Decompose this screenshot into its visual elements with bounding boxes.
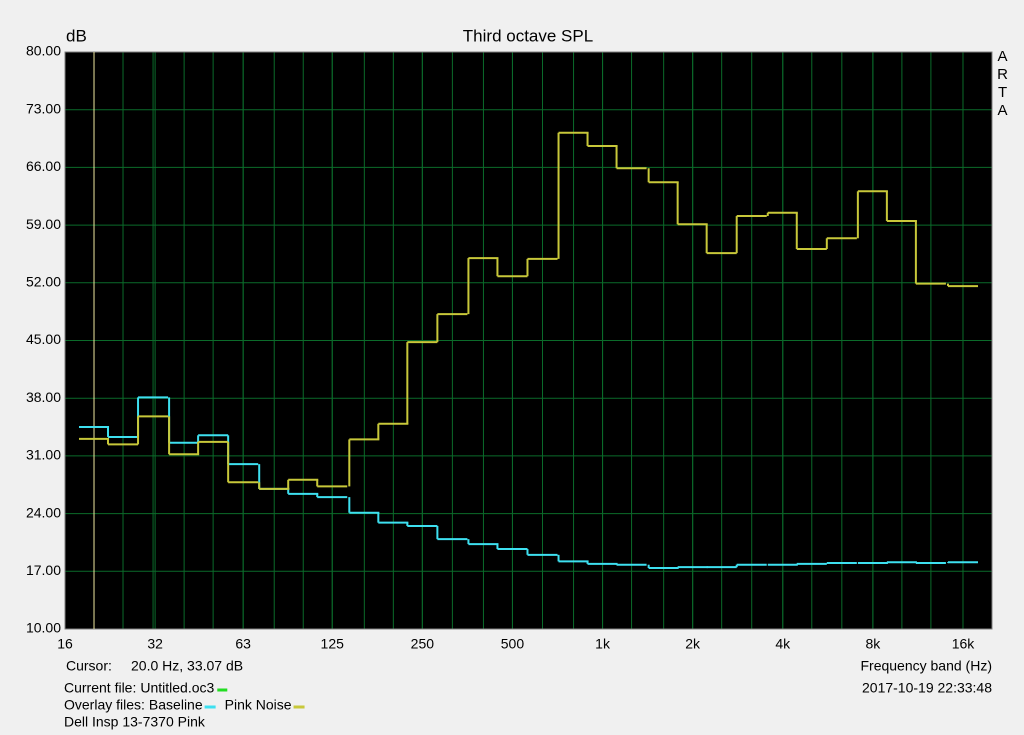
y-tick-label: 59.00	[26, 216, 61, 232]
y-tick-label: 73.00	[26, 100, 61, 116]
y-unit: dB	[66, 26, 87, 45]
chart-title: Third octave SPL	[463, 26, 593, 45]
plot-frame	[64, 51, 993, 630]
cursor-readout: 20.0 Hz, 33.07 dB	[131, 658, 243, 674]
y-tick-label: 17.00	[26, 562, 61, 578]
y-tick-label: 10.00	[26, 620, 61, 636]
watermark: ARTA	[994, 48, 1011, 120]
current-file-name: Untitled.oc3	[140, 680, 214, 696]
y-tick-label: 52.00	[26, 274, 61, 290]
overlay-label: Overlay files:	[64, 697, 145, 713]
legend-label: Baseline	[149, 697, 203, 713]
y-tick-label: 45.00	[26, 331, 61, 347]
x-tick-label: 32	[147, 636, 163, 652]
cursor-label: Cursor:	[66, 658, 112, 674]
legend-label: Pink Noise	[225, 697, 292, 713]
x-tick-label: 63	[235, 636, 251, 652]
timestamp: 2017-10-19 22:33:48	[862, 680, 992, 696]
y-tick-label: 24.00	[26, 504, 61, 520]
x-axis-label: Frequency band (Hz)	[860, 658, 992, 674]
x-tick-label: 16k	[952, 636, 976, 652]
y-tick-label: 38.00	[26, 389, 61, 405]
x-tick-label: 1k	[595, 636, 611, 652]
x-tick-label: 2k	[685, 636, 701, 652]
x-tick-label: 8k	[865, 636, 881, 652]
x-tick-label: 250	[411, 636, 435, 652]
y-tick-label: 66.00	[26, 158, 61, 174]
current-file-label: Current file:	[64, 680, 136, 696]
x-tick-label: 125	[321, 636, 345, 652]
y-tick-label: 80.00	[26, 43, 61, 59]
x-tick-label: 500	[501, 636, 525, 652]
footer: Dell Insp 13-7370 Pink	[64, 714, 206, 730]
x-tick-label: 16	[57, 636, 73, 652]
x-tick-label: 4k	[775, 636, 791, 652]
y-tick-label: 31.00	[26, 447, 61, 463]
